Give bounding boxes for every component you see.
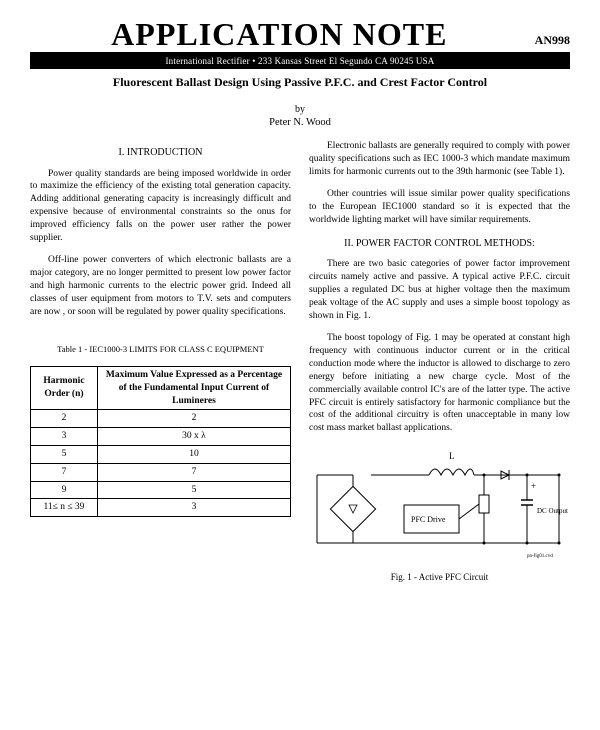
figure-1-caption: Fig. 1 - Active PFC Circuit [309,571,570,583]
section-1-para-1: Power quality standards are being impose… [30,168,291,245]
right-intro-para-2: Other countries will issue similar power… [309,188,570,226]
left-column: I. INTRODUCTION Power quality standards … [30,140,291,583]
figure-1-schematic: L + PFC Drive DC Output [309,445,570,565]
pfc-drive-label: PFC Drive [411,515,446,524]
harmonic-limits-table: Harmonic Order (n) Maximum Value Express… [30,366,291,517]
author: Peter N. Wood [30,117,570,128]
svg-text:+: + [531,481,536,491]
section-2-heading: II. POWER FACTOR CONTROL METHODS: [309,237,570,251]
right-intro-para-1: Electronic ballasts are generally requir… [309,140,570,178]
table-row: 95 [31,481,291,499]
document-code: AN998 [529,33,570,52]
inductor-label: L [449,451,455,461]
header-row: APPLICATION NOTE AN998 [30,18,570,54]
table-row: 510 [31,445,291,463]
main-title: APPLICATION NOTE [30,18,529,52]
byline: by [30,104,570,115]
section-2-para-2: The boost topology of Fig. 1 may be oper… [309,332,570,435]
table-row: 330 x λ [31,428,291,446]
figure-filename: pn-fig01.cvd [527,554,553,559]
section-1-para-2: Off-line power converters of which elect… [30,254,291,318]
address-bar: International Rectifier • 233 Kansas Str… [30,54,570,69]
table-col-2: Maximum Value Expressed as a Percentage … [97,366,290,409]
pfc-circuit-icon: L + PFC Drive DC Output [309,445,569,565]
two-column-body: I. INTRODUCTION Power quality standards … [30,140,570,583]
table-row: 11≤ n ≤ 393 [31,499,291,517]
table-col-1: Harmonic Order (n) [31,366,98,409]
section-1-heading: I. INTRODUCTION [30,146,291,160]
table-caption: Table 1 - IEC1000-3 LIMITS FOR CLASS C E… [30,344,291,355]
section-2-para-1: There are two basic categories of power … [309,258,570,322]
right-column: Electronic ballasts are generally requir… [309,140,570,583]
document-subtitle: Fluorescent Ballast Design Using Passive… [30,75,570,90]
dc-output-label: DC Output [537,507,568,515]
table-row: 77 [31,463,291,481]
table-row: 22 [31,410,291,428]
